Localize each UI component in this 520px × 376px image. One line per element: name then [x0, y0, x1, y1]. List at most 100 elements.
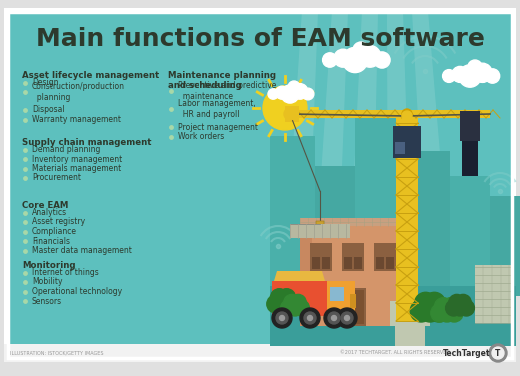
Circle shape: [441, 298, 460, 316]
FancyBboxPatch shape: [4, 344, 516, 362]
Circle shape: [468, 60, 482, 74]
Circle shape: [328, 312, 340, 324]
Circle shape: [272, 308, 292, 328]
Text: ©2017 TECHTARGET. ALL RIGHTS RESERVED.: ©2017 TECHTARGET. ALL RIGHTS RESERVED.: [340, 350, 452, 355]
Circle shape: [337, 308, 357, 328]
Text: Maintenance planning
and scheduling: Maintenance planning and scheduling: [168, 71, 276, 90]
Circle shape: [452, 300, 468, 316]
Polygon shape: [387, 11, 412, 296]
Circle shape: [423, 292, 446, 314]
Circle shape: [300, 308, 320, 328]
FancyBboxPatch shape: [330, 287, 344, 301]
Circle shape: [302, 88, 314, 100]
Text: Operational technology: Operational technology: [32, 287, 122, 296]
Circle shape: [445, 304, 463, 322]
Circle shape: [274, 295, 292, 313]
Circle shape: [449, 294, 465, 311]
FancyBboxPatch shape: [374, 243, 396, 271]
Circle shape: [281, 85, 299, 103]
Circle shape: [489, 344, 507, 362]
Circle shape: [278, 289, 295, 307]
FancyBboxPatch shape: [285, 106, 299, 122]
Circle shape: [280, 315, 284, 320]
Text: Demand planning: Demand planning: [32, 145, 100, 154]
Polygon shape: [283, 11, 318, 296]
Circle shape: [263, 86, 307, 130]
FancyBboxPatch shape: [450, 176, 490, 296]
FancyBboxPatch shape: [405, 151, 450, 296]
Circle shape: [410, 300, 432, 322]
Polygon shape: [348, 11, 378, 296]
FancyBboxPatch shape: [315, 166, 355, 296]
FancyBboxPatch shape: [386, 257, 394, 269]
Circle shape: [414, 292, 437, 314]
Circle shape: [374, 52, 390, 68]
Circle shape: [270, 289, 289, 307]
Circle shape: [492, 347, 504, 359]
FancyBboxPatch shape: [300, 226, 312, 326]
FancyBboxPatch shape: [272, 281, 327, 316]
Circle shape: [304, 312, 316, 324]
Text: Project management: Project management: [178, 123, 258, 132]
Text: ILLUSTRATION: ISTOCK/GETTY IMAGES: ILLUSTRATION: ISTOCK/GETTY IMAGES: [10, 350, 103, 355]
Circle shape: [428, 300, 450, 322]
Circle shape: [434, 298, 452, 316]
FancyBboxPatch shape: [390, 301, 430, 326]
Text: Disposal: Disposal: [32, 106, 64, 115]
Text: Materials management: Materials management: [32, 164, 121, 173]
FancyBboxPatch shape: [395, 324, 425, 346]
Text: Internet of things: Internet of things: [32, 268, 99, 277]
Circle shape: [268, 89, 278, 99]
Text: Financials: Financials: [32, 237, 70, 246]
FancyBboxPatch shape: [300, 218, 410, 226]
Text: Compliance: Compliance: [32, 227, 77, 236]
FancyBboxPatch shape: [290, 224, 350, 238]
Circle shape: [443, 70, 456, 82]
Circle shape: [281, 300, 296, 316]
Circle shape: [324, 308, 344, 328]
FancyBboxPatch shape: [270, 136, 315, 296]
FancyBboxPatch shape: [355, 116, 405, 296]
FancyBboxPatch shape: [300, 226, 410, 326]
Circle shape: [345, 315, 349, 320]
FancyBboxPatch shape: [475, 265, 513, 323]
FancyBboxPatch shape: [346, 290, 364, 324]
Circle shape: [293, 300, 309, 316]
FancyBboxPatch shape: [376, 257, 384, 269]
Circle shape: [284, 294, 300, 311]
Text: Sensors: Sensors: [32, 297, 62, 305]
Circle shape: [446, 300, 462, 316]
Circle shape: [438, 304, 456, 322]
FancyBboxPatch shape: [393, 126, 421, 158]
FancyBboxPatch shape: [462, 141, 478, 176]
FancyBboxPatch shape: [460, 111, 480, 141]
FancyBboxPatch shape: [312, 257, 320, 269]
Text: Preventive and predictive
  maintenance: Preventive and predictive maintenance: [178, 81, 276, 101]
Text: T: T: [496, 349, 501, 358]
Circle shape: [455, 294, 471, 311]
Text: Work orders: Work orders: [178, 132, 224, 141]
Circle shape: [322, 53, 337, 67]
FancyBboxPatch shape: [327, 281, 355, 314]
Text: Mobility: Mobility: [32, 277, 62, 287]
Polygon shape: [316, 221, 327, 236]
Polygon shape: [274, 271, 325, 281]
Circle shape: [353, 42, 369, 58]
Circle shape: [419, 300, 441, 322]
FancyBboxPatch shape: [395, 142, 405, 154]
FancyBboxPatch shape: [4, 8, 516, 362]
FancyBboxPatch shape: [490, 196, 520, 296]
Circle shape: [485, 69, 500, 83]
Circle shape: [334, 49, 352, 67]
Text: Procurement: Procurement: [32, 173, 81, 182]
FancyBboxPatch shape: [396, 116, 418, 321]
Text: Warranty management: Warranty management: [32, 115, 121, 124]
FancyBboxPatch shape: [290, 110, 490, 118]
Circle shape: [281, 295, 299, 313]
Text: Labor management,
  HR and payroll: Labor management, HR and payroll: [178, 99, 256, 119]
Circle shape: [307, 315, 313, 320]
Text: Asset registry: Asset registry: [32, 217, 85, 226]
Circle shape: [276, 312, 288, 324]
Circle shape: [359, 45, 381, 67]
Text: TechTarget: TechTarget: [443, 349, 490, 358]
